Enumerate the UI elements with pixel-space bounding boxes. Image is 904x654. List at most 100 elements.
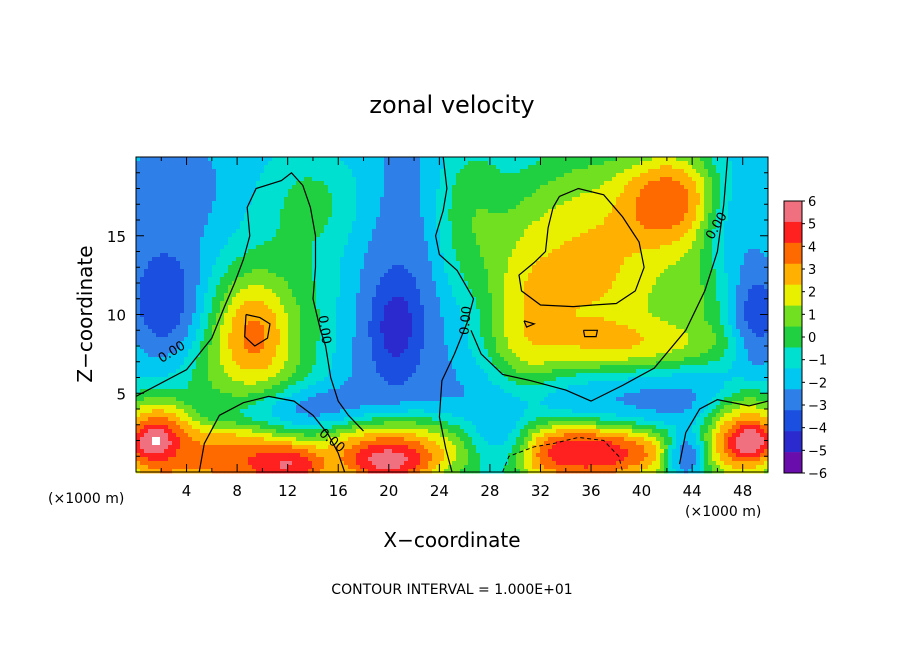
field-cell bbox=[380, 225, 385, 230]
field-cell bbox=[376, 261, 381, 266]
field-cell bbox=[520, 189, 525, 194]
field-cell bbox=[452, 189, 457, 194]
field-cell bbox=[688, 157, 693, 162]
field-cell bbox=[180, 237, 185, 242]
field-cell bbox=[484, 165, 489, 170]
field-cell bbox=[672, 253, 677, 258]
field-cell bbox=[692, 265, 697, 270]
field-cell bbox=[464, 269, 469, 274]
field-cell bbox=[700, 173, 705, 178]
field-cell bbox=[328, 201, 333, 206]
field-cell bbox=[152, 177, 157, 182]
field-cell bbox=[380, 229, 385, 234]
field-cell bbox=[436, 161, 441, 166]
field-cell bbox=[724, 197, 729, 202]
field-cell bbox=[440, 229, 445, 234]
field-cell bbox=[680, 161, 685, 166]
field-cell bbox=[332, 201, 337, 206]
field-cell bbox=[692, 221, 697, 226]
field-cell bbox=[184, 181, 189, 186]
field-cell bbox=[540, 165, 545, 170]
field-cell bbox=[648, 241, 653, 246]
field-cell bbox=[516, 245, 521, 250]
field-cell bbox=[480, 209, 485, 214]
field-cell bbox=[148, 273, 153, 278]
field-cell bbox=[492, 277, 497, 282]
field-cell bbox=[208, 237, 213, 242]
field-cell bbox=[724, 161, 729, 166]
field-cell bbox=[508, 169, 513, 174]
field-cell bbox=[248, 169, 253, 174]
field-cell bbox=[440, 173, 445, 178]
field-cell bbox=[216, 209, 221, 214]
field-cell bbox=[392, 269, 397, 274]
field-cell bbox=[692, 201, 697, 206]
field-cell bbox=[532, 241, 537, 246]
field-cell bbox=[620, 165, 625, 170]
field-cell bbox=[572, 249, 577, 254]
field-cell bbox=[676, 257, 681, 262]
field-cell bbox=[592, 205, 597, 210]
field-cell bbox=[740, 237, 745, 242]
field-cell bbox=[460, 205, 465, 210]
field-cell bbox=[208, 173, 213, 178]
field-cell bbox=[532, 169, 537, 174]
field-cell bbox=[232, 257, 237, 262]
field-cell bbox=[400, 245, 405, 250]
field-cell bbox=[732, 221, 737, 226]
field-cell bbox=[492, 209, 497, 214]
field-cell bbox=[312, 201, 317, 206]
field-cell bbox=[208, 269, 213, 274]
field-cell bbox=[428, 261, 433, 266]
field-cell bbox=[284, 253, 289, 258]
field-cell bbox=[328, 221, 333, 226]
field-cell bbox=[608, 217, 613, 222]
field-cell bbox=[280, 197, 285, 202]
field-cell bbox=[416, 269, 421, 274]
field-cell bbox=[476, 269, 481, 274]
field-cell bbox=[424, 245, 429, 250]
field-cell bbox=[324, 249, 329, 254]
field-cell bbox=[672, 265, 677, 270]
field-cell bbox=[268, 241, 273, 246]
field-cell bbox=[496, 165, 501, 170]
field-cell bbox=[408, 177, 413, 182]
field-cell bbox=[440, 161, 445, 166]
field-cell bbox=[532, 229, 537, 234]
field-cell bbox=[520, 197, 525, 202]
field-cell bbox=[452, 221, 457, 226]
field-cell bbox=[748, 277, 753, 282]
field-cell bbox=[244, 229, 249, 234]
field-cell bbox=[516, 273, 521, 278]
field-cell bbox=[268, 213, 273, 218]
field-cell bbox=[728, 169, 733, 174]
field-cell bbox=[328, 269, 333, 274]
field-cell bbox=[260, 241, 265, 246]
field-cell bbox=[280, 277, 285, 282]
field-cell bbox=[292, 253, 297, 258]
field-cell bbox=[240, 189, 245, 194]
field-cell bbox=[300, 281, 305, 286]
field-cell bbox=[476, 217, 481, 222]
field-cell bbox=[248, 201, 253, 206]
field-cell bbox=[164, 201, 169, 206]
field-cell bbox=[724, 217, 729, 222]
field-cell bbox=[424, 157, 429, 162]
field-cell bbox=[576, 217, 581, 222]
field-cell bbox=[704, 193, 709, 198]
field-cell bbox=[392, 213, 397, 218]
field-cell bbox=[756, 161, 761, 166]
field-cell bbox=[716, 177, 721, 182]
field-cell bbox=[244, 265, 249, 270]
field-cell bbox=[724, 249, 729, 254]
field-cell bbox=[308, 217, 313, 222]
field-cell bbox=[744, 193, 749, 198]
field-cell bbox=[156, 177, 161, 182]
field-cell bbox=[236, 257, 241, 262]
field-cell bbox=[524, 277, 529, 282]
field-cell bbox=[504, 173, 509, 178]
field-cell bbox=[288, 269, 293, 274]
field-cell bbox=[248, 189, 253, 194]
field-cell bbox=[584, 229, 589, 234]
field-cell bbox=[460, 157, 465, 162]
